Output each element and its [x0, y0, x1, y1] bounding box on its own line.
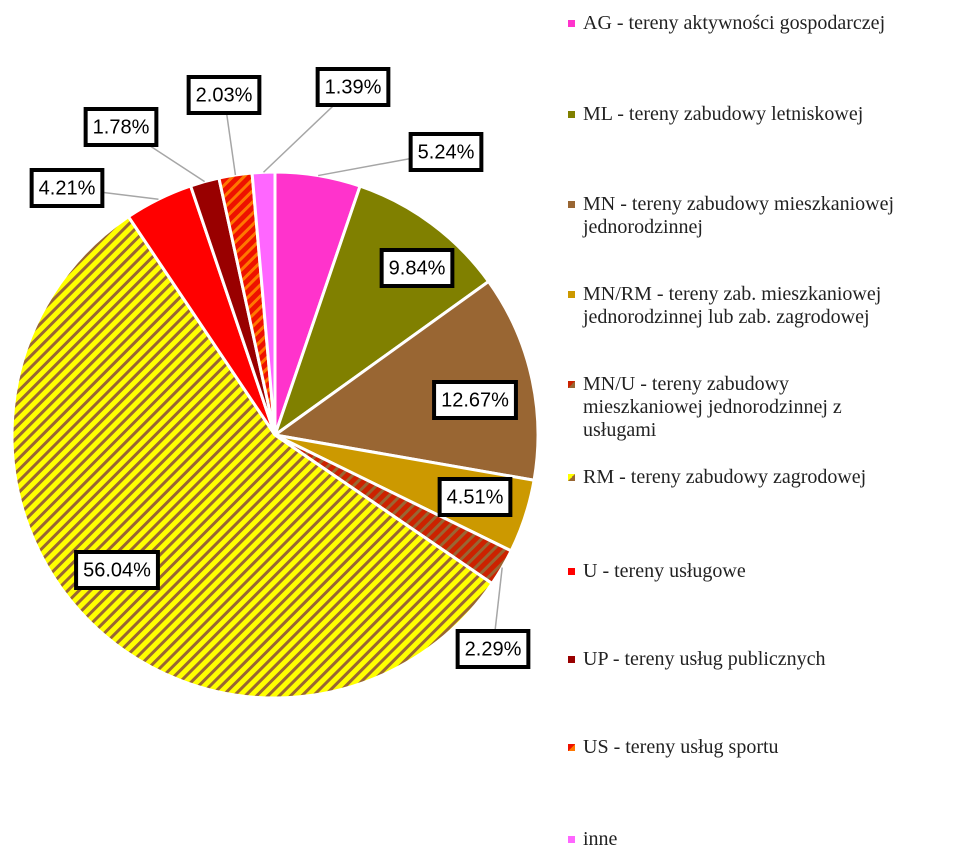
- data-label-box: [74, 550, 160, 590]
- legend-marker: [568, 656, 575, 663]
- legend-item: MN - tereny zabudowy mieszkaniowej jedno…: [568, 193, 958, 239]
- data-label: 1.78%: [93, 116, 150, 138]
- legend-marker: [568, 474, 575, 481]
- legend-marker: [568, 836, 575, 843]
- legend-label: MN/U - tereny zabudowy mieszkaniowej jed…: [583, 373, 842, 441]
- data-label-box: [29, 168, 105, 208]
- legend-marker: [568, 20, 575, 27]
- legend-label: MN/RM - tereny zab. mieszkaniowej jednor…: [583, 283, 882, 328]
- legend-item: inne: [568, 828, 958, 851]
- data-label-box: [437, 477, 513, 517]
- data-label: 5.24%: [418, 141, 475, 163]
- data-label-box: [83, 107, 159, 147]
- legend-marker: [568, 201, 575, 208]
- pie-slice: [271, 279, 540, 482]
- data-label: 12.67%: [441, 389, 509, 411]
- legend-label: AG - tereny aktywności gospodarczej: [583, 12, 886, 34]
- legend-item: US - tereny usług sportu: [568, 736, 958, 759]
- legend-item: U - tereny usługowe: [568, 560, 958, 583]
- data-label: 56.04%: [83, 559, 151, 581]
- legend-marker: [568, 381, 575, 388]
- legend-label: UP - tereny usług publicznych: [583, 648, 826, 670]
- legend-item: RM - tereny zabudowy zagrodowej: [568, 466, 958, 489]
- data-label-box: [408, 132, 484, 172]
- data-label: 9.84%: [389, 257, 446, 279]
- legend-label: MN - tereny zabudowy mieszkaniowej jedno…: [583, 193, 895, 238]
- legend-label: RM - tereny zabudowy zagrodowej: [583, 466, 867, 488]
- data-label: 4.51%: [447, 486, 504, 508]
- legend-item: UP - tereny usług publicznych: [568, 648, 958, 671]
- legend-marker: [568, 568, 575, 575]
- legend-item: AG - tereny aktywności gospodarczej: [568, 12, 958, 35]
- data-label: 4.21%: [39, 177, 96, 199]
- data-label-box: [432, 380, 518, 420]
- data-label-box: [315, 67, 391, 107]
- legend-marker: [568, 744, 575, 751]
- legend-item: ML - tereny zabudowy letniskowej: [568, 103, 958, 126]
- legend-marker: [568, 111, 575, 118]
- legend-item: MN/RM - tereny zab. mieszkaniowej jednor…: [568, 283, 958, 329]
- data-label: 1.39%: [325, 76, 382, 98]
- data-label: 2.03%: [196, 84, 253, 106]
- data-label-box: [379, 248, 455, 288]
- legend-label: ML - tereny zabudowy letniskowej: [583, 103, 864, 125]
- data-label: 2.29%: [465, 638, 522, 660]
- legend-item: MN/U - tereny zabudowy mieszkaniowej jed…: [568, 373, 908, 442]
- legend-label: U - tereny usługowe: [583, 560, 746, 582]
- legend-label: US - tereny usług sportu: [583, 736, 779, 758]
- data-label-box: [455, 629, 531, 669]
- legend-marker: [568, 291, 575, 298]
- data-label-box: [186, 75, 262, 115]
- legend-label: inne: [583, 828, 618, 850]
